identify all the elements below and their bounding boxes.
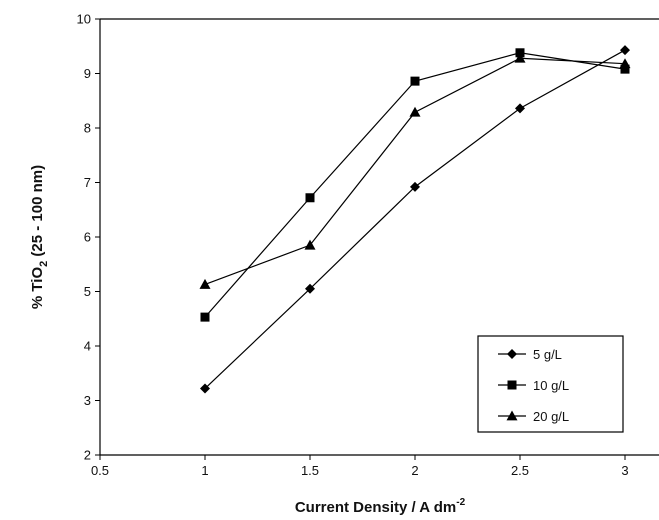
series-2 bbox=[200, 53, 631, 289]
x-tick-label: 0.5 bbox=[91, 463, 109, 478]
data-point bbox=[201, 313, 210, 322]
x-tick-label: 1 bbox=[201, 463, 208, 478]
y-tick-label: 9 bbox=[84, 66, 91, 81]
y-tick-label: 2 bbox=[84, 448, 91, 463]
legend: 5 g/L 10 g/L 20 g/L bbox=[478, 336, 623, 432]
y-axis-title: % TiO2 (25 - 100 nm) bbox=[29, 165, 50, 309]
data-point bbox=[515, 103, 525, 113]
y-tick-label: 10 bbox=[77, 12, 91, 27]
data-point bbox=[620, 45, 630, 55]
data-point bbox=[306, 193, 315, 202]
x-tick-label: 2 bbox=[411, 463, 418, 478]
y-axis-title-prefix: % TiO bbox=[29, 267, 46, 310]
y-tick-label: 7 bbox=[84, 175, 91, 190]
x-axis-title-superscript: -2 bbox=[456, 497, 465, 508]
legend-label: 5 g/L bbox=[533, 347, 562, 362]
x-tick-label: 3 bbox=[621, 463, 628, 478]
y-tick-label: 4 bbox=[84, 339, 91, 354]
data-point bbox=[410, 107, 421, 117]
legend-marker bbox=[508, 381, 517, 390]
x-axis-title-text: Current Density / A dm bbox=[295, 499, 456, 516]
data-point bbox=[200, 279, 211, 289]
legend-label: 10 g/L bbox=[533, 378, 569, 393]
x-axis-title: Current Density / A dm-2 bbox=[295, 497, 466, 516]
series-line bbox=[205, 58, 625, 284]
y-axis-title-suffix: (25 - 100 nm) bbox=[29, 165, 46, 261]
y-tick-label: 6 bbox=[84, 230, 91, 245]
x-tick-label: 1.5 bbox=[301, 463, 319, 478]
y-tick-label: 3 bbox=[84, 393, 91, 408]
y-tick-label: 8 bbox=[84, 121, 91, 136]
x-tick-label: 2.5 bbox=[511, 463, 529, 478]
data-point bbox=[411, 77, 420, 86]
legend-label: 20 g/L bbox=[533, 409, 569, 424]
y-tick-label: 5 bbox=[84, 284, 91, 299]
